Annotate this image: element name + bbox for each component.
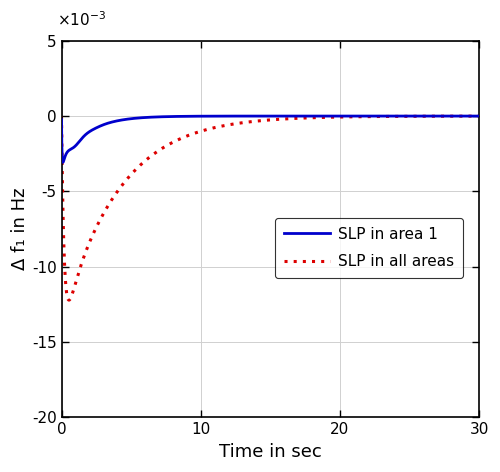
SLP in area 1 (330, 113, 336, 119)
SLP in all areas (476, 113, 482, 119)
Legend: SLP in area 1, SLP in all areas: SLP in area 1, SLP in all areas (276, 218, 463, 278)
SLP in all areas (218, 123, 224, 129)
Y-axis label: Δ f₁ in Hz: Δ f₁ in Hz (11, 188, 29, 270)
SLP in all areas (370, 114, 376, 119)
SLP in area 1 (370, 113, 376, 119)
Text: $\times 10^{-3}$: $\times 10^{-3}$ (58, 11, 106, 29)
SLP in area 1 (476, 113, 482, 119)
SLP in all areas (309, 115, 315, 120)
SLP in all areas (58, 113, 64, 119)
SLP in area 1 (58, 117, 64, 122)
SLP in all areas (402, 113, 408, 119)
SLP in area 1 (402, 113, 408, 119)
SLP in area 1 (309, 113, 315, 119)
Line: SLP in area 1: SLP in area 1 (62, 116, 479, 162)
X-axis label: Time in sec: Time in sec (219, 443, 322, 461)
SLP in area 1 (218, 113, 224, 119)
Line: SLP in all areas: SLP in all areas (62, 116, 479, 300)
SLP in area 1 (60, 160, 66, 165)
SLP in all areas (66, 297, 72, 303)
SLP in all areas (134, 165, 140, 171)
SLP in area 1 (134, 115, 140, 121)
SLP in all areas (330, 114, 336, 120)
